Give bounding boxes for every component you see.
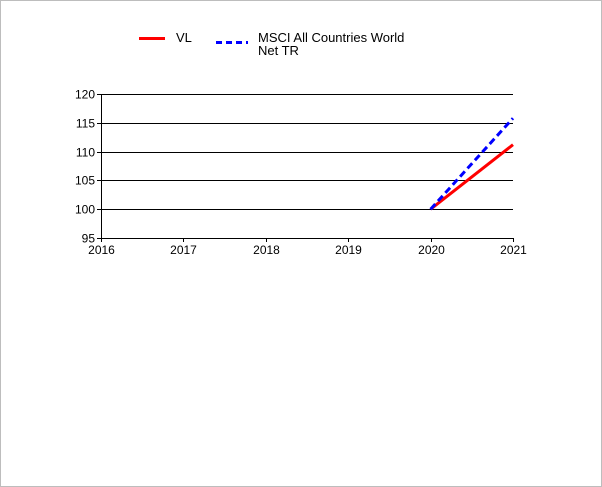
series-line-msci (429, 117, 515, 211)
x-tick-label-2020: 2020 (418, 243, 445, 257)
x-tick-label-2016: 2016 (88, 243, 115, 257)
series-line-vl (429, 143, 514, 211)
x-tick-label-2017: 2017 (170, 243, 197, 257)
y-tick-label-110: 110 (76, 146, 95, 160)
y-tick-label-120: 120 (75, 88, 95, 102)
legend: VL MSCI All Countries World Net TR (139, 30, 404, 58)
legend-label-msci-line2: Net TR (258, 43, 299, 58)
x-tick-label-2021: 2021 (500, 243, 527, 257)
y-tick-label-115: 115 (76, 117, 95, 131)
legend-label-msci-line1: MSCI All Countries World (258, 30, 404, 45)
x-tick-label-2019: 2019 (335, 243, 362, 257)
series-lines (429, 117, 515, 211)
x-tick-label-2018: 2018 (253, 243, 280, 257)
gridlines (101, 94, 513, 210)
legend-label-vl: VL (176, 30, 192, 45)
axes (97, 94, 514, 242)
y-tick-label-100: 100 (75, 203, 95, 217)
y-tick-label-105: 105 (75, 174, 95, 188)
y-tick-label-95: 95 (82, 232, 96, 246)
